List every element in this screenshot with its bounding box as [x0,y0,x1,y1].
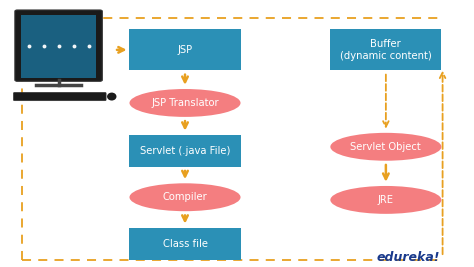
Text: JSP Translator: JSP Translator [151,98,219,108]
Ellipse shape [129,89,240,117]
Text: JRE: JRE [378,195,394,205]
Ellipse shape [330,133,441,161]
Text: Buffer
(dynamic content): Buffer (dynamic content) [340,39,432,61]
Text: Class file: Class file [163,239,208,249]
FancyBboxPatch shape [21,14,96,78]
FancyBboxPatch shape [15,10,102,81]
Ellipse shape [107,93,117,101]
FancyBboxPatch shape [330,29,441,70]
Text: JSP: JSP [177,45,192,55]
Ellipse shape [330,186,441,214]
Ellipse shape [129,183,240,211]
Text: edureka!: edureka! [377,251,440,264]
FancyBboxPatch shape [129,228,240,260]
FancyBboxPatch shape [129,135,240,167]
Text: Compiler: Compiler [163,192,208,202]
Text: Servlet Object: Servlet Object [350,142,421,152]
FancyBboxPatch shape [13,92,106,101]
FancyBboxPatch shape [129,29,240,70]
Text: Servlet (.java File): Servlet (.java File) [140,146,230,156]
